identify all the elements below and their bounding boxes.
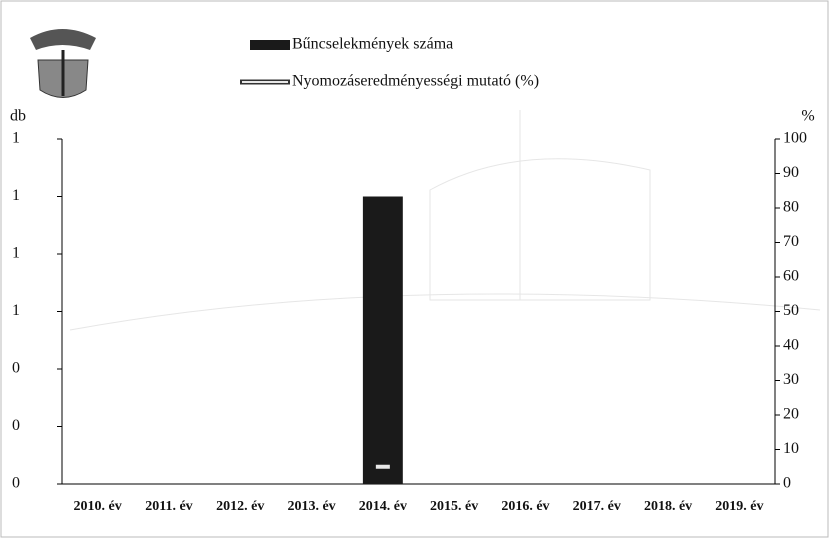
legend-label: Bűncselekmények száma xyxy=(292,36,453,53)
y2-tick-label: 70 xyxy=(783,233,799,250)
y-axis-label: db xyxy=(10,108,26,125)
y2-tick-label: 10 xyxy=(783,440,799,457)
y2-tick-label: 80 xyxy=(783,199,799,216)
x-tick-label: 2015. év xyxy=(430,499,478,514)
y-tick-label: 0 xyxy=(12,417,20,434)
y-tick-label: 1 xyxy=(12,187,20,204)
legend-swatch xyxy=(250,40,290,50)
y2-tick-label: 90 xyxy=(783,164,799,181)
y-tick-label: 1 xyxy=(12,130,20,147)
y-tick-label: 1 xyxy=(12,302,20,319)
legend-label: Nyomozáseredményességi mutató (%) xyxy=(292,73,539,90)
x-tick-label: 2017. év xyxy=(573,499,621,514)
x-tick-label: 2019. év xyxy=(715,499,763,514)
y2-tick-label: 30 xyxy=(783,371,799,388)
x-tick-label: 2018. év xyxy=(644,499,692,514)
x-tick-label: 2014. év xyxy=(359,499,407,514)
x-tick-label: 2011. év xyxy=(145,499,192,514)
x-tick-label: 2010. év xyxy=(74,499,122,514)
y2-tick-label: 0 xyxy=(783,475,791,492)
chart: db % 000111101020304050607080901002010. … xyxy=(0,0,830,539)
logo xyxy=(30,29,96,98)
y2-tick-label: 100 xyxy=(783,130,807,147)
y2-tick-label: 50 xyxy=(783,302,799,319)
x-tick-label: 2013. év xyxy=(287,499,335,514)
y2-tick-label: 60 xyxy=(783,268,799,285)
line-point xyxy=(376,465,390,469)
y2-tick-label: 20 xyxy=(783,406,799,423)
y-tick-label: 0 xyxy=(12,475,20,492)
y2-tick-label: 40 xyxy=(783,337,799,354)
y2-axis-label: % xyxy=(801,108,814,125)
y-tick-label: 1 xyxy=(12,245,20,262)
background-building xyxy=(70,110,820,330)
y-tick-label: 0 xyxy=(12,360,20,377)
x-tick-label: 2012. év xyxy=(216,499,264,514)
x-tick-label: 2016. év xyxy=(501,499,549,514)
bar xyxy=(363,197,403,485)
